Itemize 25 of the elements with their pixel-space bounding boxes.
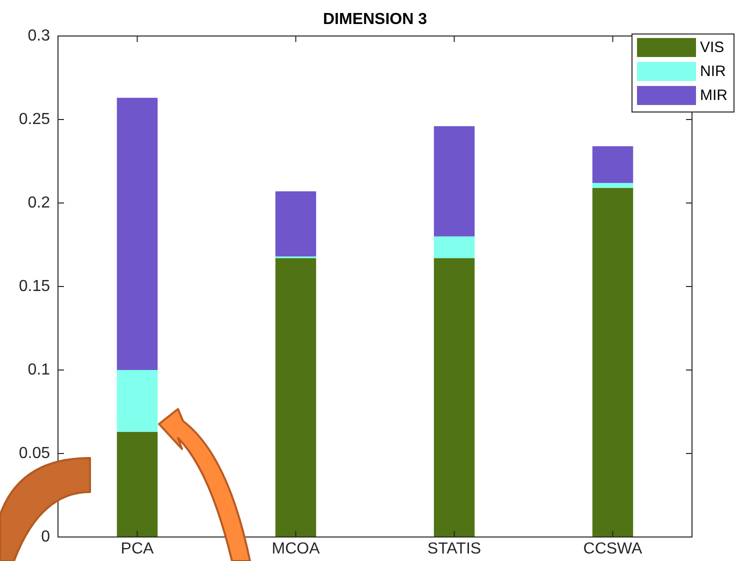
- x-tick-label: CCSWA: [583, 540, 643, 558]
- y-tick-label: 0.3: [28, 28, 50, 44]
- x-tick-label: PCA: [120, 540, 154, 558]
- legend-label: MIR: [700, 87, 728, 104]
- y-tick-label: 0.2: [28, 194, 50, 212]
- bar: [275, 191, 316, 256]
- bar: [116, 370, 158, 432]
- bar: [592, 188, 634, 537]
- x-tick-label: STATIS: [427, 540, 482, 558]
- y-tick-label: 0.25: [18, 111, 50, 128]
- legend-label: VIS: [700, 39, 724, 56]
- bar: [434, 236, 475, 258]
- bar: [434, 258, 475, 537]
- legend-label: NIR: [700, 63, 726, 80]
- bar: [434, 126, 475, 236]
- bar: [592, 182, 634, 188]
- y-tick-label: 0: [41, 528, 50, 546]
- chart-title: DIMENSION 3: [322, 11, 428, 28]
- y-tick-label: 0.1: [28, 362, 50, 378]
- bar: [116, 98, 158, 370]
- bar: [592, 146, 634, 183]
- y-tick-label: 0.05: [18, 445, 50, 462]
- x-tick-label: MCOA: [272, 540, 320, 558]
- bar: [275, 258, 316, 537]
- y-tick-label: 0.15: [18, 278, 50, 295]
